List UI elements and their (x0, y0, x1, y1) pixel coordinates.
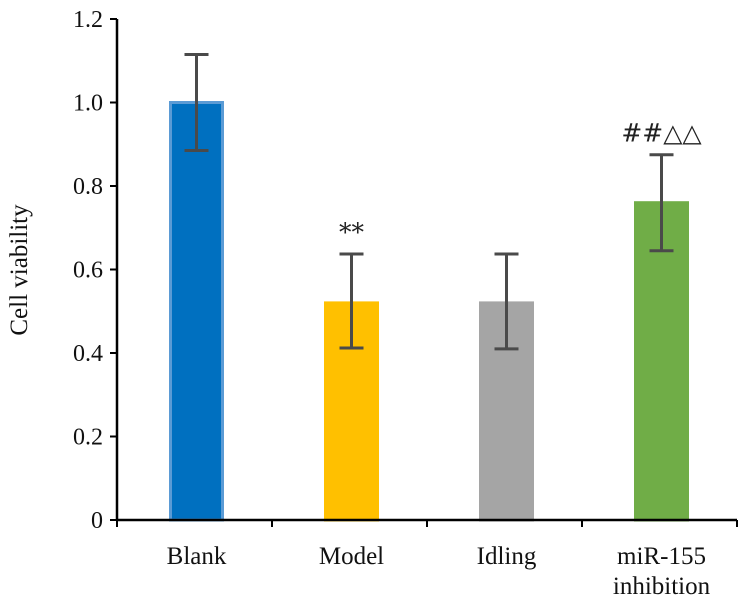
y-tick-label-5: 1.0 (73, 91, 103, 117)
y-tick-label-3: 0.6 (73, 258, 103, 284)
x-tick-label-1: Model (319, 543, 384, 570)
bars (169, 101, 689, 522)
y-axis-title: Cell viability (6, 204, 33, 336)
x-tick-label-0: Blank (167, 543, 227, 570)
x-tick-label-3-line-0: miR-155 (617, 543, 706, 570)
y-tick-label-0: 0 (91, 508, 103, 534)
labels: 0 0.2 0.4 0.6 0.8 1.0 1.2 Blank Model Idling miR-1… (73, 7, 711, 600)
y-tick-label-4: 0.8 (73, 174, 103, 200)
error-bars (184, 52, 674, 351)
axes (110, 18, 738, 527)
y-tick-label-6: 1.2 (73, 7, 103, 33)
bar-0 (169, 101, 224, 522)
significance-label-1: ** (339, 218, 365, 247)
x-tick-label-2: Idling (477, 543, 537, 570)
y-tick-label-1: 0.2 (73, 425, 103, 451)
x-tick-label-3-line-1: inhibition (613, 573, 711, 600)
significance-label-3: ##△△ (621, 119, 702, 148)
y-tick-label-2: 0.4 (73, 341, 103, 367)
